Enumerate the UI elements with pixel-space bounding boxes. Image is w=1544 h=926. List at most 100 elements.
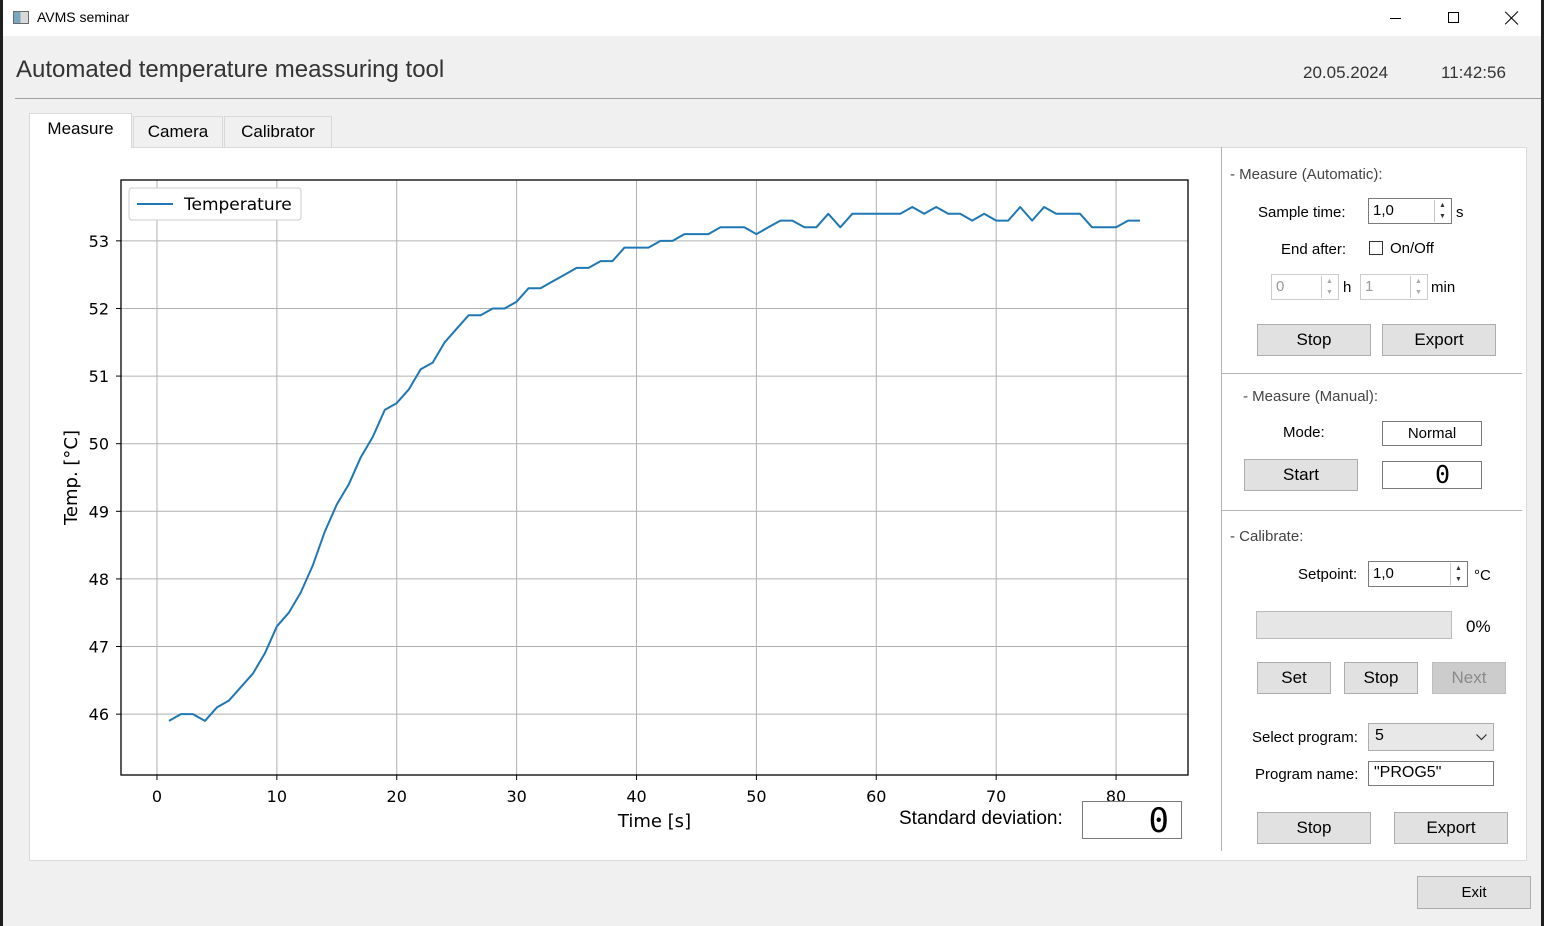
end-after-checkbox[interactable]	[1369, 241, 1383, 255]
calibrate-stop-button[interactable]: Stop	[1344, 662, 1418, 694]
manual-start-button[interactable]: Start	[1244, 459, 1358, 491]
program-stop-button[interactable]: Stop	[1257, 812, 1371, 844]
sample-time-spinbox[interactable]: 1,0 ▲ ▼	[1368, 198, 1452, 224]
std-dev-display: 0	[1082, 801, 1182, 841]
close-icon	[1505, 11, 1519, 25]
y-tick-label: 47	[89, 638, 109, 657]
program-name-input[interactable]: "PROG5"	[1368, 761, 1494, 786]
mode-display: Normal	[1382, 421, 1482, 446]
onoff-label: On/Off	[1390, 240, 1434, 257]
section-divider	[1222, 373, 1522, 374]
tab-camera[interactable]: Camera	[133, 116, 223, 148]
std-dev-value: 0	[1148, 801, 1169, 841]
minutes-spinbox[interactable]: 1 ▲ ▼	[1360, 274, 1428, 300]
legend-box	[128, 187, 302, 221]
app-icon	[13, 11, 29, 24]
control-sidebar	[1221, 147, 1527, 851]
spin-down-icon[interactable]: ▼	[1455, 576, 1462, 583]
y-tick-label: 51	[89, 367, 109, 386]
spin-up-icon[interactable]: ▲	[1326, 278, 1333, 285]
measure-auto-group-label: - Measure (Automatic):	[1230, 166, 1383, 183]
std-dev-label: Standard deviation:	[899, 808, 1063, 829]
program-select[interactable]: 5	[1368, 723, 1494, 751]
x-tick-label: 40	[626, 787, 646, 806]
setpoint-spinbox[interactable]: 1,0 ▲ ▼	[1368, 561, 1468, 587]
x-tick-label: 60	[866, 787, 886, 806]
spin-up-icon[interactable]: ▲	[1415, 278, 1422, 285]
x-tick-label: 70	[986, 787, 1006, 806]
calibrate-group-label: - Calibrate:	[1230, 528, 1304, 545]
window-title: AVMS seminar	[37, 9, 130, 25]
spin-arrows[interactable]: ▲ ▼	[1321, 276, 1337, 298]
y-tick-label: 52	[89, 299, 109, 318]
spin-arrows[interactable]: ▲ ▼	[1434, 200, 1450, 222]
auto-export-button[interactable]: Export	[1382, 324, 1496, 356]
mode-value: Normal	[1407, 425, 1457, 442]
calibrate-next-button[interactable]: Next	[1432, 662, 1506, 694]
date-display: 20.05.2024	[1303, 63, 1389, 82]
x-tick-label: 30	[506, 787, 526, 806]
close-window-button[interactable]	[1483, 0, 1541, 36]
program-select-value: 5	[1375, 727, 1384, 744]
hours-value: 0	[1276, 278, 1285, 295]
y-tick-label: 50	[89, 435, 109, 454]
exit-button[interactable]: Exit	[1417, 876, 1531, 909]
calibration-progress-bar	[1256, 611, 1452, 639]
calibration-progress-label: 0%	[1466, 617, 1491, 636]
setpoint-value: 1,0	[1373, 565, 1394, 582]
page-title: Automated temperature meassuring tool	[16, 56, 445, 83]
calibrate-set-button[interactable]: Set	[1257, 662, 1331, 694]
header-divider	[15, 98, 1541, 99]
x-tick-label: 50	[746, 787, 766, 806]
manual-counter-display: 0	[1382, 460, 1482, 489]
time-display: 11:42:56	[1441, 63, 1506, 82]
spin-down-icon[interactable]: ▼	[1326, 289, 1333, 296]
x-tick-label: 10	[267, 787, 287, 806]
sample-time-label: Sample time:	[1258, 204, 1346, 221]
minutes-value: 1	[1365, 278, 1374, 295]
temperature-series-line	[168, 206, 1140, 722]
y-tick-label: 46	[89, 705, 109, 724]
sample-time-unit: s	[1456, 204, 1464, 221]
setpoint-label: Setpoint:	[1298, 566, 1358, 583]
tab-calibrator[interactable]: Calibrator	[224, 116, 332, 148]
spin-down-icon[interactable]: ▼	[1439, 213, 1446, 220]
auto-stop-button[interactable]: Stop	[1257, 324, 1371, 356]
section-divider	[1222, 510, 1522, 511]
hours-spinbox[interactable]: 0 ▲ ▼	[1271, 274, 1339, 300]
legend-label: Temperature	[183, 195, 292, 215]
title-bar[interactable]: AVMS seminar	[3, 0, 1541, 36]
x-tick-label: 20	[387, 787, 407, 806]
app-window: AVMS seminar Automated temperature meass…	[3, 0, 1541, 926]
x-tick-label: 0	[152, 787, 162, 806]
spin-down-icon[interactable]: ▼	[1415, 289, 1422, 296]
measure-manual-group-label: - Measure (Manual):	[1243, 388, 1379, 405]
hours-unit: h	[1343, 279, 1352, 296]
chevron-down-icon	[1476, 734, 1487, 741]
y-tick-label: 48	[89, 570, 109, 589]
minutes-unit: min	[1431, 279, 1456, 296]
program-export-button[interactable]: Export	[1394, 812, 1508, 844]
y-tick-label: 49	[89, 502, 109, 521]
mode-label: Mode:	[1283, 424, 1325, 441]
spin-arrows[interactable]: ▲ ▼	[1410, 276, 1426, 298]
minimize-button[interactable]	[1367, 0, 1425, 36]
sample-time-value: 1,0	[1373, 202, 1394, 219]
spin-up-icon[interactable]: ▲	[1455, 565, 1462, 572]
chart-legend: Temperature	[128, 187, 302, 221]
end-after-label: End after:	[1281, 241, 1347, 258]
plot-frame	[120, 179, 1189, 776]
maximize-icon	[1448, 12, 1459, 23]
spin-arrows[interactable]: ▲ ▼	[1450, 563, 1466, 585]
manual-counter-value: 0	[1435, 460, 1451, 489]
measure-tab-panel	[29, 147, 1527, 861]
x-axis-label: Time [s]	[617, 811, 691, 832]
spin-up-icon[interactable]: ▲	[1439, 202, 1446, 209]
setpoint-unit: °C	[1474, 567, 1491, 584]
program-name-label: Program name:	[1255, 766, 1359, 783]
y-axis-label: Temp. [°C]	[61, 430, 82, 526]
select-program-label: Select program:	[1252, 729, 1358, 746]
tab-measure[interactable]: Measure	[29, 113, 132, 148]
maximize-button[interactable]	[1425, 0, 1483, 36]
